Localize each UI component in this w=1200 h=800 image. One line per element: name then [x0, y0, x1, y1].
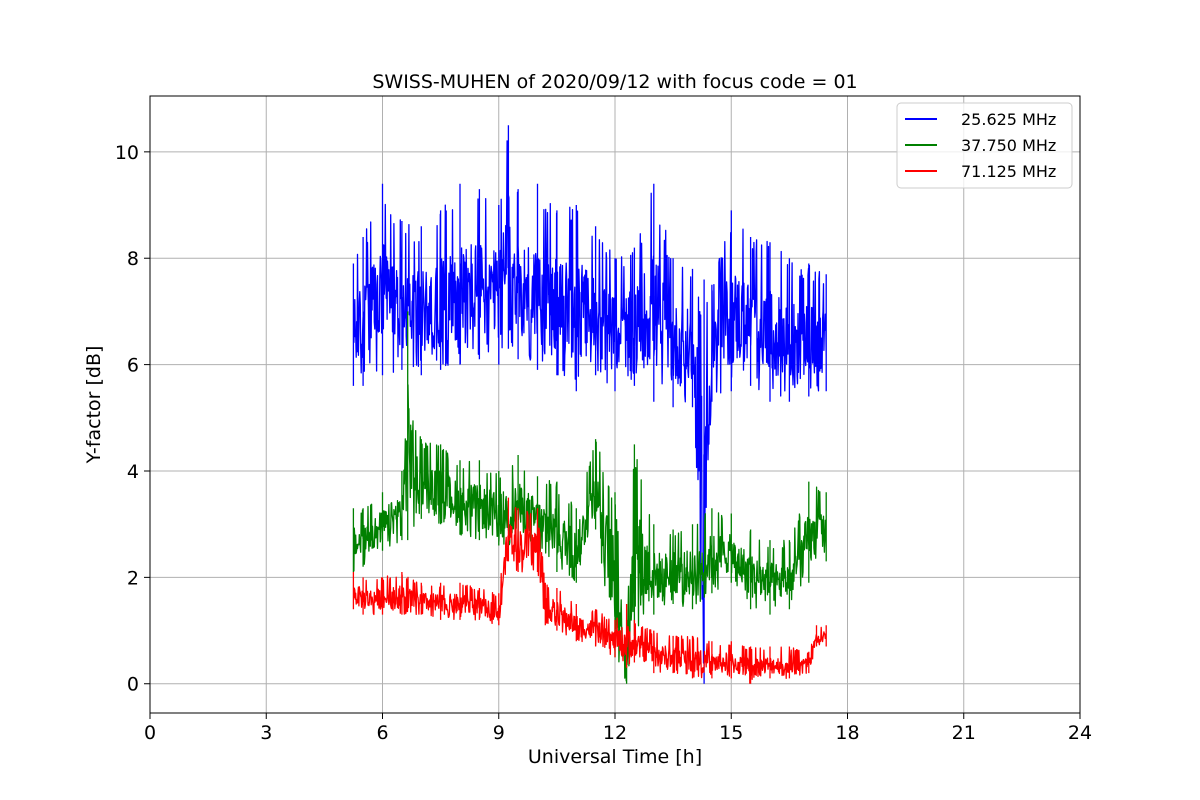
x-tick-label: 3	[260, 722, 272, 744]
legend-label: 71.125 MHz	[961, 162, 1056, 181]
x-axis-label: Universal Time [h]	[528, 746, 702, 768]
legend-label: 37.750 MHz	[961, 136, 1056, 155]
legend-box	[896, 102, 1073, 189]
y-tick-label: 2	[127, 567, 139, 589]
y-tick-label: 0	[127, 674, 139, 696]
y-tick-label: 10	[115, 142, 139, 164]
y-tick-label: 6	[127, 355, 139, 377]
y-tick-label: 8	[127, 248, 139, 270]
x-tick-label: 12	[603, 722, 627, 744]
y-axis-label: Y-factor [dB]	[83, 346, 105, 465]
series-line	[352, 497, 827, 684]
x-tick-label: 21	[952, 722, 976, 744]
x-tick-label: 18	[835, 722, 859, 744]
x-tick-label: 6	[376, 722, 388, 744]
x-tick-label: 24	[1068, 722, 1092, 744]
x-tick-label: 15	[719, 722, 743, 744]
legend-label: 25.625 MHz	[961, 110, 1056, 129]
x-tick-label: 9	[493, 722, 505, 744]
y-tick-label: 4	[127, 461, 139, 483]
x-tick-label: 0	[144, 722, 156, 744]
chart-title: SWISS-MUHEN of 2020/09/12 with focus cod…	[372, 71, 857, 93]
series-layer	[352, 125, 827, 684]
series-line	[352, 125, 827, 684]
legend: 25.625 MHz 37.750 MHz 71.125 MHz	[896, 102, 1073, 189]
